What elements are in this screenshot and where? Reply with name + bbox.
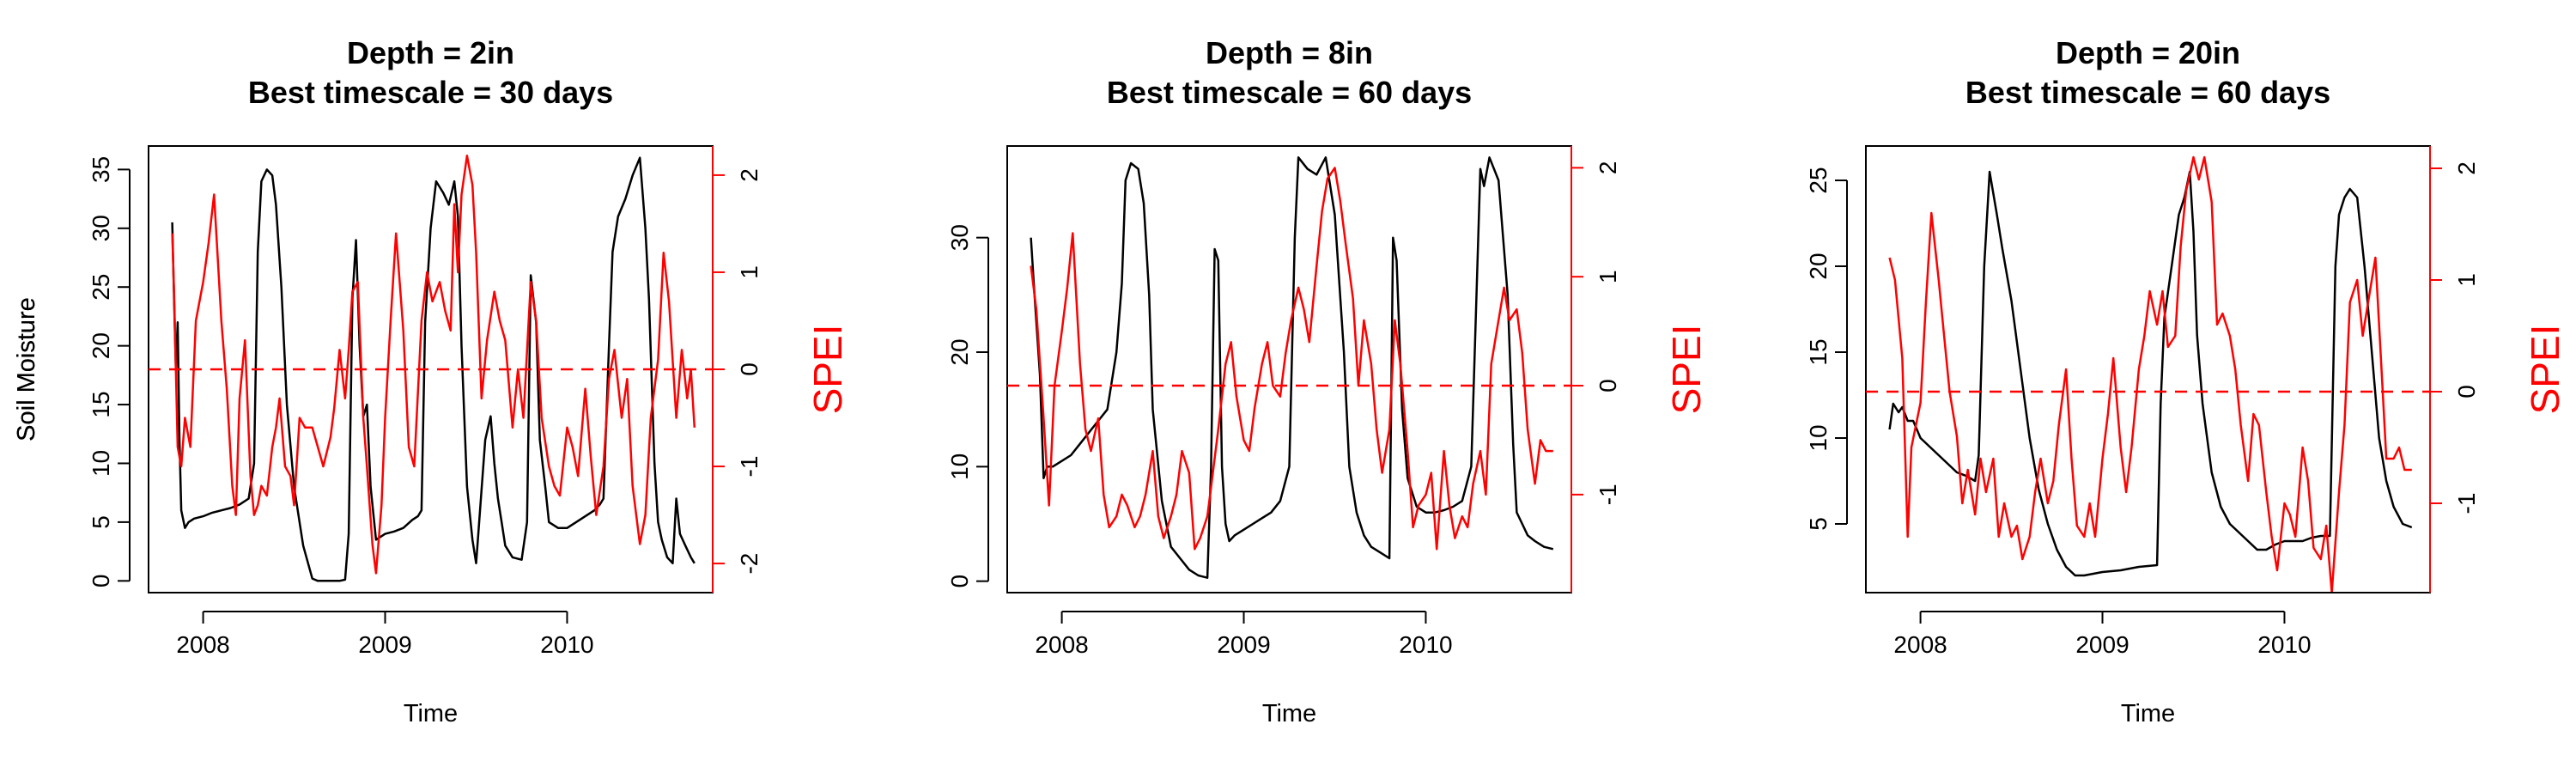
chart-panel-1: Depth = 2in Best timescale = 30 days 2008 2… xyxy=(13,35,850,727)
y-tick-label: 25 xyxy=(1805,167,1832,193)
right-y-tick-label: 1 xyxy=(2453,273,2480,287)
right-y-axis-title: SPEI xyxy=(805,325,850,415)
y-axis-title: Soil Moisture xyxy=(13,297,40,441)
right-y-tick-label: 1 xyxy=(1595,270,1621,283)
chart-subtitle: Best timescale = 60 days xyxy=(1965,75,2330,110)
right-y-tick-label: -1 xyxy=(2453,493,2480,514)
chart-title: Depth = 20in xyxy=(2056,35,2240,70)
x-axis-title: Time xyxy=(1262,700,1316,727)
right-y-tick-label: 0 xyxy=(736,362,762,376)
x-tick-label: 2010 xyxy=(2257,631,2311,658)
y-tick-label: 0 xyxy=(946,575,973,588)
right-y-tick-label: 1 xyxy=(736,265,762,279)
chart-subtitle: Best timescale = 30 days xyxy=(248,75,613,110)
y-tick-label: 0 xyxy=(88,575,114,588)
y-tick-label: 15 xyxy=(88,391,114,417)
soil-moisture-series-line xyxy=(1888,170,2413,577)
x-axis-title: Time xyxy=(2121,700,2175,727)
spei-series-line xyxy=(1030,167,1553,551)
right-y-tick-label: 2 xyxy=(736,168,762,182)
soil-moisture-series-line xyxy=(171,156,696,582)
x-tick-label: 2008 xyxy=(1035,631,1088,658)
right-y-tick-label: -1 xyxy=(1595,484,1621,505)
x-axis-title: Time xyxy=(404,700,458,727)
spei-series-line xyxy=(1888,155,2412,592)
soil-moisture-series-line xyxy=(1030,156,1554,579)
x-tick-label: 2009 xyxy=(1217,631,1270,658)
y-tick-label: 5 xyxy=(1805,517,1832,531)
chart-subtitle: Best timescale = 60 days xyxy=(1107,75,1472,110)
y-tick-label: 30 xyxy=(88,215,114,241)
chart-title: Depth = 2in xyxy=(347,35,514,70)
x-tick-label: 2010 xyxy=(1399,631,1452,658)
y-tick-label: 10 xyxy=(946,453,973,480)
y-tick-label: 30 xyxy=(946,224,973,251)
x-tick-label: 2009 xyxy=(358,631,411,658)
right-y-axis-title: SPEI xyxy=(1664,325,1709,415)
y-tick-label: 20 xyxy=(88,332,114,359)
y-tick-label: 35 xyxy=(88,156,114,183)
right-y-tick-label: -2 xyxy=(736,553,762,575)
y-tick-label: 15 xyxy=(1805,338,1832,365)
y-tick-label: 5 xyxy=(88,515,114,529)
plot-frame xyxy=(1006,145,1572,593)
right-y-tick-label: 2 xyxy=(1595,161,1621,175)
y-tick-label: 20 xyxy=(1805,253,1832,279)
right-y-tick-label: 0 xyxy=(1595,379,1621,393)
spei-series-line xyxy=(171,155,696,575)
x-tick-label: 2009 xyxy=(2075,631,2129,658)
y-tick-label: 20 xyxy=(946,338,973,365)
chart-title: Depth = 8in xyxy=(1206,35,1373,70)
right-y-tick-label: -1 xyxy=(736,456,762,478)
chart-panel-2: Depth = 8in Best timescale = 60 days 2008 2… xyxy=(13,35,1709,727)
x-tick-label: 2008 xyxy=(1893,631,1947,658)
x-tick-label: 2010 xyxy=(540,631,593,658)
y-tick-label: 25 xyxy=(88,274,114,301)
x-tick-label: 2008 xyxy=(176,631,229,658)
y-axis-title: Soil Moisture xyxy=(13,297,40,441)
y-tick-label: 10 xyxy=(88,450,114,477)
right-y-axis-title: SPEI xyxy=(2523,325,2567,415)
plot-frame xyxy=(1865,145,2431,593)
y-axis-title: Soil Moisture xyxy=(13,297,40,441)
y-tick-label: 10 xyxy=(1805,424,1832,451)
right-y-tick-label: 2 xyxy=(2453,161,2480,175)
right-y-tick-label: 0 xyxy=(2453,385,2480,399)
chart-panel-3: Depth = 20in Best timescale = 60 days 2008… xyxy=(13,35,2567,727)
